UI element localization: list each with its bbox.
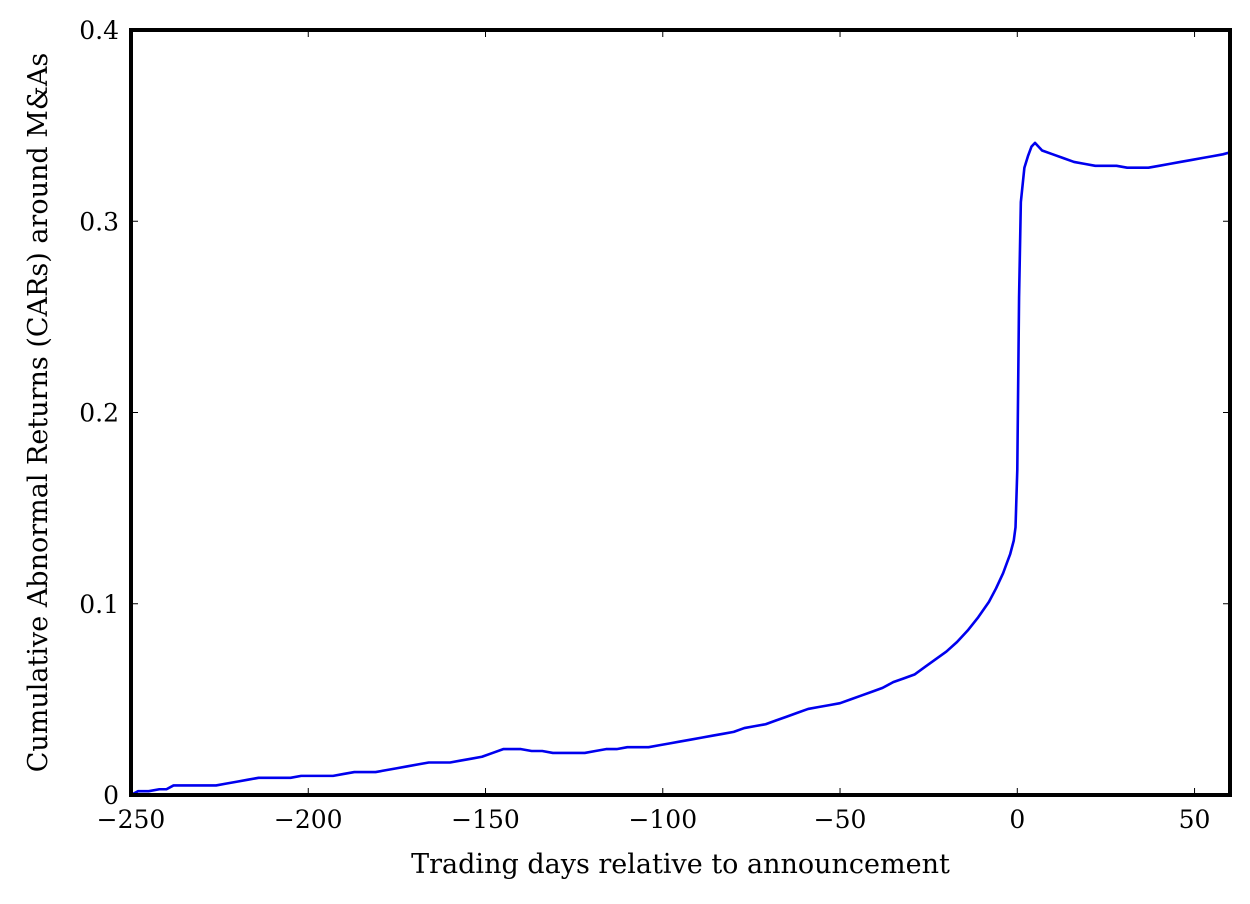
axis-ticks [130,29,1230,796]
x-tick-label: 0 [1009,805,1025,834]
x-tick-label: −200 [274,805,343,834]
x-tick-label: −100 [628,805,697,834]
y-tick-label: 0.2 [79,399,119,428]
y-tick-label: 0.1 [79,590,119,619]
x-tick-label: −150 [451,805,520,834]
plot-frame [129,28,1232,797]
x-axis-label: Trading days relative to announcement [411,849,950,880]
series-layer [129,141,1232,797]
x-tick-label: 50 [1179,805,1211,834]
series-line [129,141,1232,797]
y-axis-label: Cumulative Abnormal Returns (CARs) aroun… [23,53,54,773]
y-tick-label: 0 [103,781,119,810]
tick-labels: −250 −200 −150 −100 −50 0 50 0 0.1 0.2 0.3 0.4 [79,16,1210,834]
x-tick-label: −50 [814,805,867,834]
y-tick-label: 0.3 [79,207,119,236]
x-tick-label: −250 [97,805,166,834]
y-tick-label: 0.4 [79,16,119,45]
